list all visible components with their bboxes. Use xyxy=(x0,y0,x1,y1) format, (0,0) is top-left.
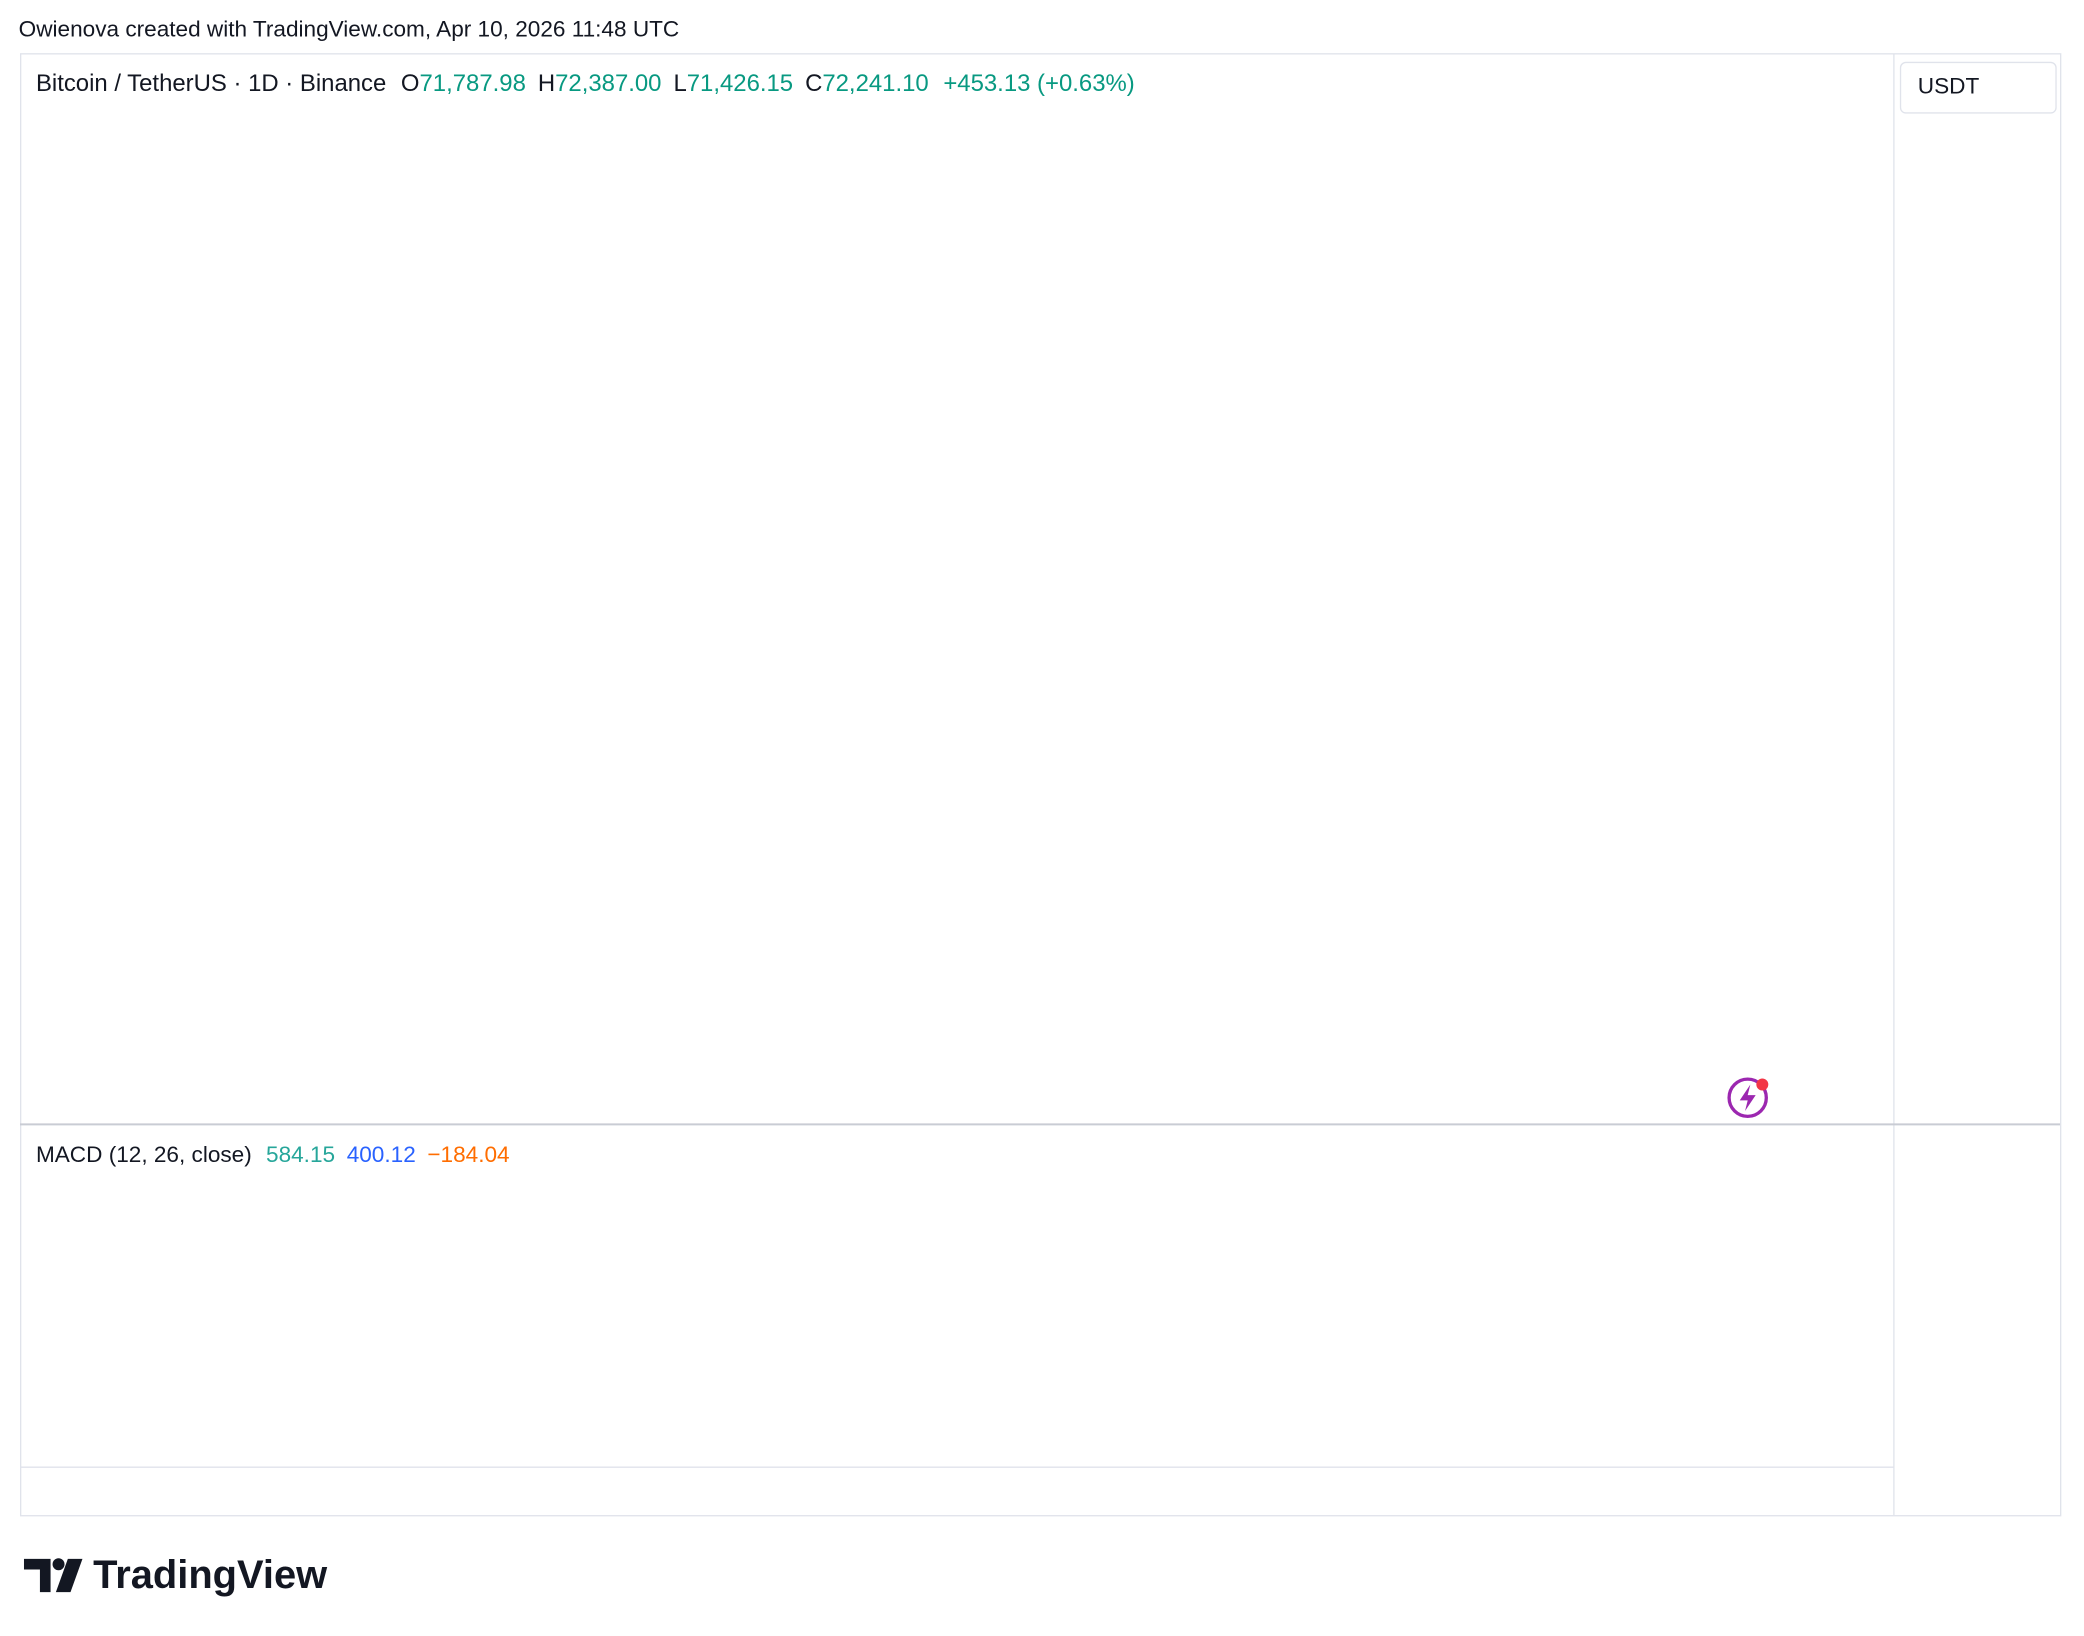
replay-icon[interactable] xyxy=(1727,1077,1769,1119)
icon-ring[interactable] xyxy=(1727,1077,1768,1119)
brand-logo: TradingView xyxy=(23,1553,328,1597)
ohlc-value: 72,241.10 xyxy=(822,70,928,97)
ohlc-value: 72,387.00 xyxy=(555,70,661,97)
logo-mark xyxy=(52,1558,65,1571)
logo-mark xyxy=(23,1558,51,1593)
legend-value: 584.15 xyxy=(266,1142,335,1167)
currency[interactable]: USDT xyxy=(1918,74,1980,99)
ohlc-key: O xyxy=(401,70,420,97)
change: +453.13 (+0.63%) xyxy=(943,70,1134,97)
ohlc-key: C xyxy=(805,70,822,97)
brand: TradingView xyxy=(93,1553,328,1597)
icon-dot[interactable] xyxy=(1756,1078,1769,1091)
macd-title: MACD (12, 26, close) xyxy=(36,1142,252,1167)
ohlc-key: H xyxy=(538,70,555,97)
ohlc-value: 71,787.98 xyxy=(420,70,526,97)
legend-value: 400.12 xyxy=(347,1142,416,1167)
ohlc-value: 71,426.15 xyxy=(687,70,793,97)
header: Bitcoin / TetherUS · 1D · Binance O71,78… xyxy=(36,70,1135,97)
credit: Owienova created with TradingView.com, A… xyxy=(19,17,680,42)
icon-bolt[interactable] xyxy=(1739,1084,1756,1112)
logo-mark xyxy=(55,1558,83,1593)
macd-legend: MACD (12, 26, close) 584.15 400.12 −184.… xyxy=(36,1142,510,1167)
legend-value: −184.04 xyxy=(427,1142,509,1167)
symbol: Bitcoin / TetherUS · 1D · Binance xyxy=(36,70,386,97)
currency-box[interactable] xyxy=(1899,61,2057,114)
frame xyxy=(19,53,2062,1517)
ohlc-key: L xyxy=(673,70,686,97)
